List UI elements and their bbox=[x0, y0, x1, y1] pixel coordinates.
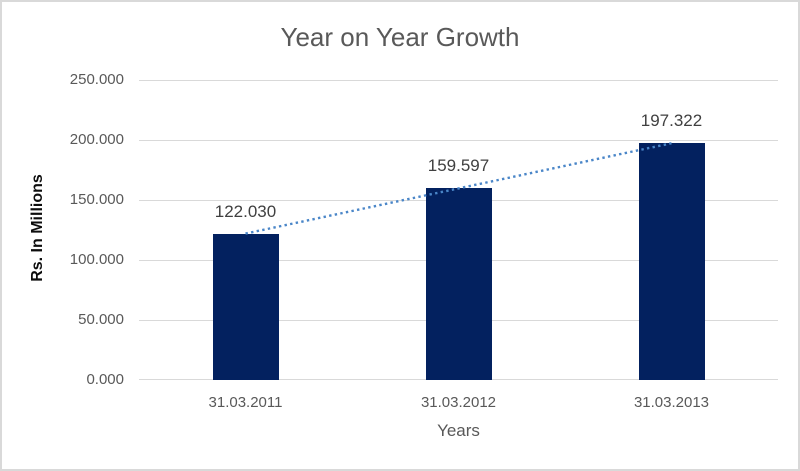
y-tick-label: 150.000 bbox=[69, 191, 124, 208]
x-axis-title: Years bbox=[437, 421, 480, 440]
chart-title: Year on Year Growth bbox=[280, 22, 520, 52]
x-tick-label: 31.03.2013 bbox=[633, 394, 710, 411]
y-tick-label: 250.000 bbox=[69, 71, 124, 88]
bar bbox=[212, 233, 279, 380]
data-label: 197.322 bbox=[640, 111, 703, 131]
y-tick-label: 50.000 bbox=[78, 311, 124, 328]
y-tick-label: 100.000 bbox=[69, 251, 124, 268]
trendline-dotted-line bbox=[245, 142, 672, 235]
data-label: 159.597 bbox=[427, 156, 490, 176]
plot-area: 122.030 159.597 197.322 bbox=[139, 80, 778, 380]
data-label: 122.030 bbox=[214, 201, 277, 221]
bar bbox=[425, 188, 492, 380]
y-tick-label: 200.000 bbox=[69, 131, 124, 148]
y-tick-label: 0.000 bbox=[86, 371, 124, 388]
x-tick-label: 31.03.2012 bbox=[420, 394, 497, 411]
gridline bbox=[139, 80, 778, 81]
gridline bbox=[139, 140, 778, 141]
bar bbox=[638, 143, 705, 380]
trendline bbox=[245, 142, 672, 235]
x-tick-label: 31.03.2011 bbox=[208, 394, 283, 411]
